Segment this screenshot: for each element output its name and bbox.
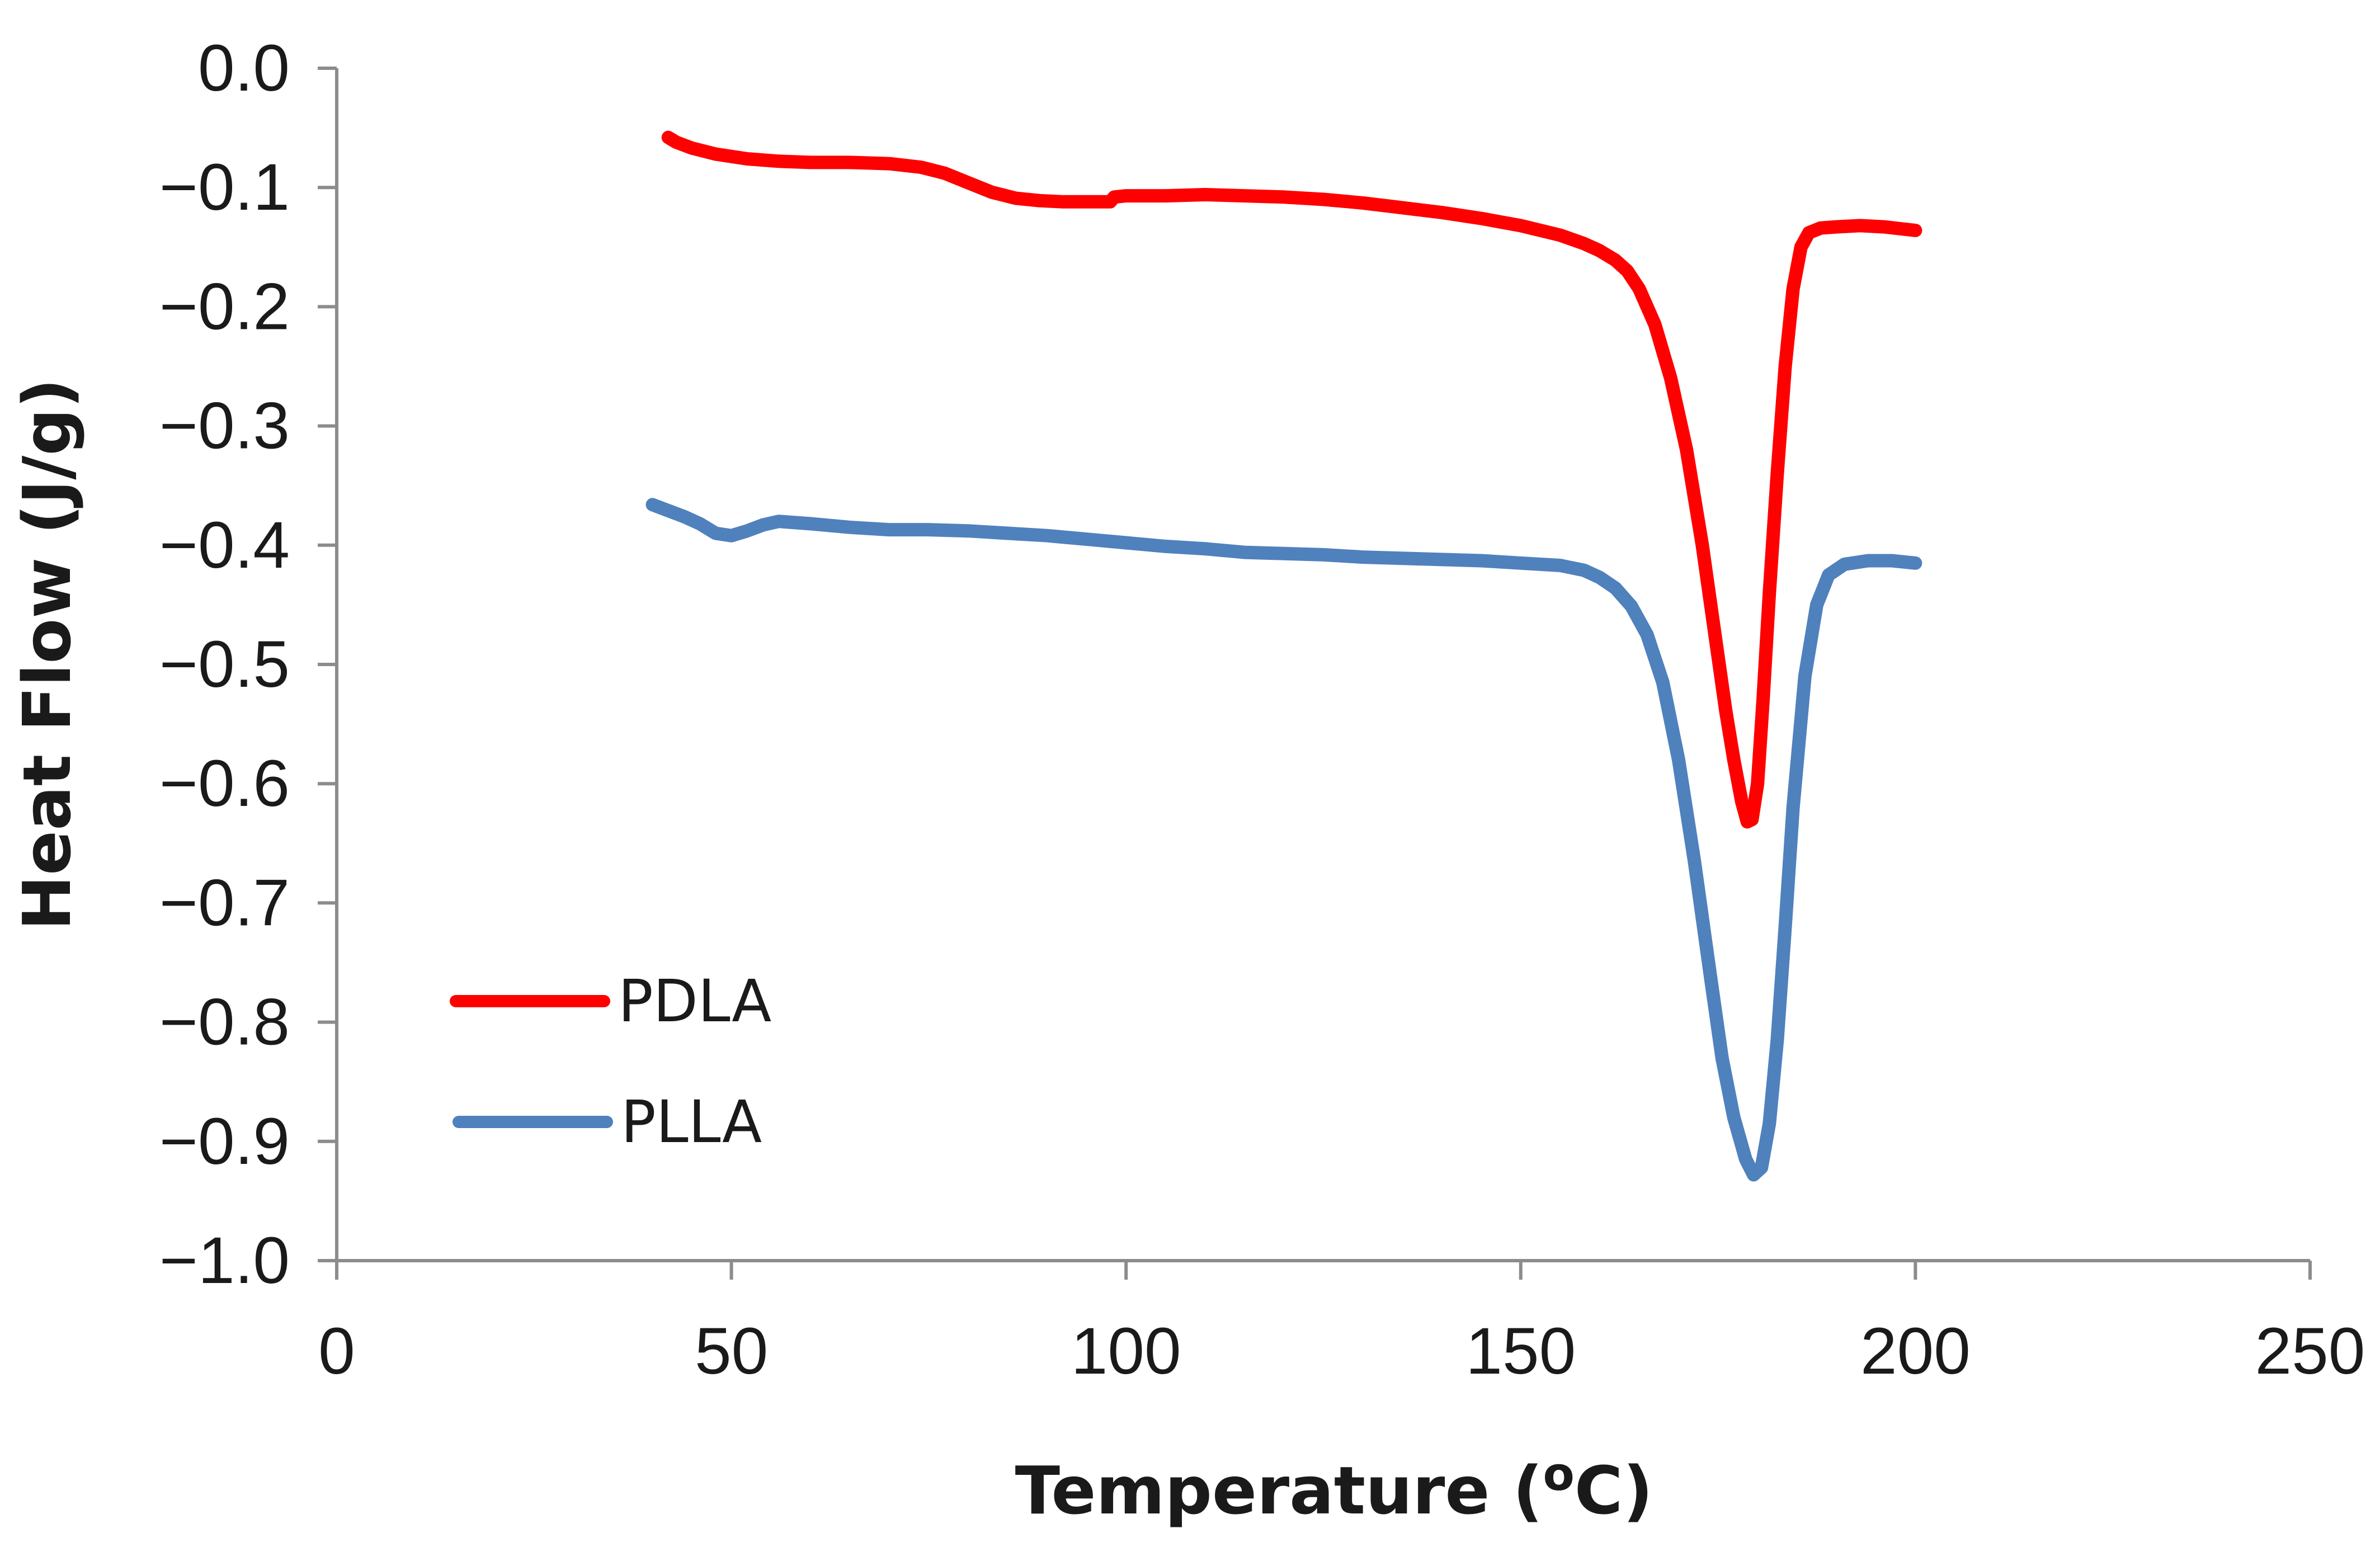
- y-tick-label: −0.3: [159, 389, 290, 463]
- y-tick-label: −0.9: [159, 1105, 290, 1178]
- series-line-plla: [645, 498, 1922, 1182]
- y-tick-label: −0.5: [159, 628, 290, 701]
- y-tick-label: 0.0: [198, 31, 290, 105]
- x-axis-title-main: Temperature (: [1015, 1452, 1543, 1529]
- y-tick-label: −0.8: [159, 985, 290, 1059]
- legend-label-plla: PLLA: [621, 1088, 762, 1156]
- legend-item-pdla: PDLA: [450, 967, 771, 1035]
- y-tick-label: −1.0: [159, 1224, 290, 1298]
- y-tick-label: −0.1: [159, 150, 290, 224]
- x-tick-label: 200: [1860, 1314, 1971, 1388]
- series-layer: [645, 130, 1922, 1182]
- x-tick-label: 150: [1465, 1314, 1576, 1388]
- x-tick-label: 100: [1071, 1314, 1181, 1388]
- y-axis-title: Heat Flow (J/g): [8, 378, 86, 930]
- legend-item-plla: PLLA: [453, 1088, 762, 1156]
- x-ticks: 0 50 100 150 200 250: [318, 1261, 2365, 1388]
- y-tick-label: −0.7: [159, 866, 290, 940]
- y-tick-label: −0.4: [159, 508, 290, 582]
- x-tick-label: 50: [695, 1314, 768, 1388]
- legend-label-pdla: PDLA: [618, 967, 771, 1035]
- y-tick-label: −0.2: [159, 270, 290, 343]
- y-ticks: 0.0 −0.1 −0.2 −0.3 −0.4 −0.5 −0.6 −0.7 −0.8 −0.9 −…: [159, 31, 337, 1298]
- x-tick-label: 250: [2255, 1314, 2365, 1388]
- x-tick-label: 0: [318, 1314, 355, 1388]
- legend: PDLA PLLA: [450, 967, 771, 1156]
- series-line-pdla: [661, 130, 1922, 829]
- x-axis-title: Temperature (oC): [1015, 1448, 1653, 1529]
- axes: [335, 68, 2310, 1262]
- y-tick-label: −0.6: [159, 747, 290, 820]
- x-axis-title-superscript: o: [1543, 1448, 1574, 1501]
- x-axis-title-suffix: C): [1575, 1452, 1653, 1529]
